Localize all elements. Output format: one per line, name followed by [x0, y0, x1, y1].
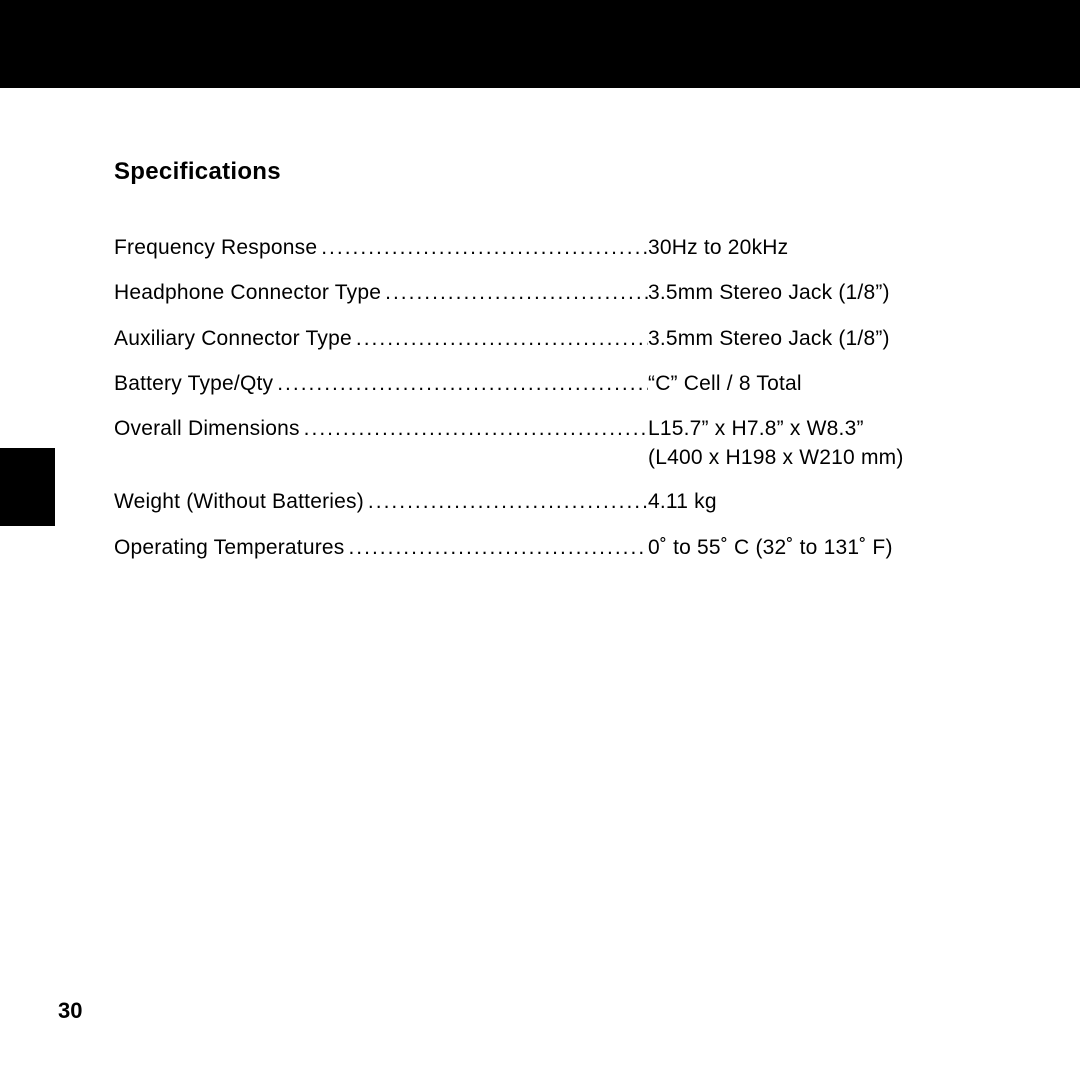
top-bar: [0, 0, 1080, 88]
spec-label: Frequency Response: [114, 234, 317, 261]
spec-row: Battery Type/Qty “C” Cell / 8 Total: [114, 370, 994, 397]
spec-label: Overall Dimensions: [114, 415, 300, 442]
spec-label-area: Battery Type/Qty: [114, 370, 648, 397]
spec-value: 0˚ to 55˚ C (32˚ to 131˚ F): [648, 534, 994, 561]
spec-value: 4.11 kg: [648, 488, 994, 515]
spec-row: Operating Temperatures 0˚ to 55˚ C (32˚ t…: [114, 534, 994, 561]
spec-value: “C” Cell / 8 Total: [648, 370, 994, 397]
spec-value: L15.7” x H7.8” x W8.3”: [648, 415, 994, 442]
spec-label: Weight (Without Batteries): [114, 488, 364, 515]
spec-value-extra: (L400 x H198 x W210 mm): [114, 446, 994, 470]
spec-label-area: Operating Temperatures: [114, 534, 648, 561]
spec-label-area: Overall Dimensions: [114, 415, 648, 442]
spec-row: Weight (Without Batteries) 4.11 kg: [114, 488, 994, 515]
spec-label: Auxiliary Connector Type: [114, 325, 352, 352]
spec-label-area: Frequency Response: [114, 234, 648, 261]
spec-label-area: Weight (Without Batteries): [114, 488, 648, 515]
spec-label: Operating Temperatures: [114, 534, 344, 561]
dot-leader: [273, 370, 648, 397]
side-tab-marker: [0, 448, 55, 526]
spec-row: Overall Dimensions L15.7” x H7.8” x W8.3”: [114, 415, 994, 442]
spec-row: Frequency Response 30Hz to 20kHz: [114, 234, 994, 261]
dot-leader: [300, 415, 648, 442]
spec-row: Headphone Connector Type 3.5mm Stereo Jac…: [114, 279, 994, 306]
spec-list: Frequency Response 30Hz to 20kHz Headphone…: [114, 234, 994, 561]
dot-leader: [344, 534, 648, 561]
dot-leader: [352, 325, 648, 352]
spec-label: Battery Type/Qty: [114, 370, 273, 397]
dot-leader: [317, 234, 648, 261]
dot-leader: [381, 279, 648, 306]
spec-value: 30Hz to 20kHz: [648, 234, 994, 261]
spec-value: 3.5mm Stereo Jack (1/8”): [648, 279, 994, 306]
spec-row: Auxiliary Connector Type 3.5mm Stereo Jac…: [114, 325, 994, 352]
spec-value: 3.5mm Stereo Jack (1/8”): [648, 325, 994, 352]
spec-label-area: Headphone Connector Type: [114, 279, 648, 306]
spec-label-area: Auxiliary Connector Type: [114, 325, 648, 352]
content-area: Specifications Frequency Response 30Hz to…: [114, 158, 994, 579]
dot-leader: [364, 488, 648, 515]
spec-label: Headphone Connector Type: [114, 279, 381, 306]
page-number: 30: [58, 998, 82, 1024]
section-title: Specifications: [114, 158, 994, 186]
